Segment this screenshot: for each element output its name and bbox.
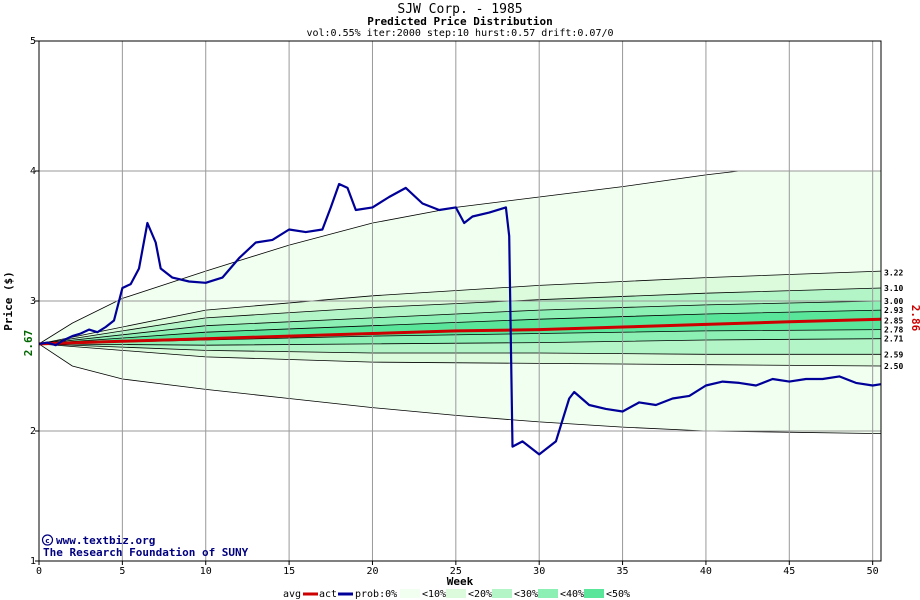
band-label-3.10: 3.10 <box>884 284 903 293</box>
y-axis-label: Price ($) <box>2 271 15 331</box>
x-tick-label-0: 0 <box>36 566 42 577</box>
credit-url: www.textbiz.org <box>56 534 155 547</box>
probability-bands <box>38 170 882 434</box>
x-tick-label-50: 50 <box>867 566 879 577</box>
band-label-3.00: 3.00 <box>884 297 903 306</box>
chart-params: vol:0.55% iter:2000 step:10 hurst:0.57 d… <box>306 28 613 39</box>
band-labels: 3.22 3.10 3.002.93 2.852.782.71 2.59 2.50 <box>884 268 903 371</box>
legend-label-4: <40% <box>560 589 584 600</box>
series-lines <box>38 182 882 456</box>
x-axis-label: Week <box>447 575 474 588</box>
end-value-label: 2.86 <box>909 305 920 332</box>
legend-swatch-5 <box>584 589 604 598</box>
legend-label-5: <50% <box>606 589 630 600</box>
y-tick-label-5: 5 <box>30 36 36 47</box>
legend-label-2: <20% <box>468 589 492 600</box>
band-label-2.59: 2.59 <box>884 350 903 359</box>
series-act <box>38 182 882 456</box>
band-label-2.78: 2.78 <box>884 326 903 335</box>
legend-swatch-2 <box>446 589 466 598</box>
band-label-2.50: 2.50 <box>884 362 903 371</box>
band-label-3.22: 3.22 <box>884 268 903 277</box>
y-tick-label-3: 3 <box>30 296 36 307</box>
legend: avg act prob:0% <10% <20% <30% <40% <50% <box>283 589 630 600</box>
legend-avg-label: avg <box>283 589 301 600</box>
band-label-2.71: 2.71 <box>884 335 903 344</box>
legend-label-1: <10% <box>422 589 446 600</box>
legend-act-label: act <box>319 589 337 600</box>
chart-subtitle: Predicted Price Distribution <box>367 15 552 28</box>
band-label-2.85: 2.85 <box>884 317 903 326</box>
legend-swatch-4 <box>538 589 558 598</box>
x-tick-label-20: 20 <box>366 566 378 577</box>
x-tick-label-45: 45 <box>783 566 795 577</box>
chart-title: SJW Corp. - 1985 <box>397 2 522 17</box>
x-tick-label-10: 10 <box>200 566 212 577</box>
x-tick-label-25: 25 <box>450 566 462 577</box>
legend-prob-label: prob:0% <box>355 589 397 600</box>
credits: c www.textbiz.org The Research Foundatio… <box>41 534 249 559</box>
x-tick-label-40: 40 <box>700 566 712 577</box>
band-5 <box>39 310 881 344</box>
legend-swatch-1 <box>400 589 420 598</box>
start-value-label: 2.67 <box>22 330 35 357</box>
copyright-icon <box>41 534 54 546</box>
y-tick-label-1: 1 <box>30 556 36 567</box>
legend-band-items: <10% <20% <30% <40% <50% <box>400 589 630 600</box>
x-tick-label-30: 30 <box>533 566 545 577</box>
x-tick-label-35: 35 <box>617 566 629 577</box>
band-1-upper-edge <box>38 170 881 345</box>
credit-org: The Research Foundation of SUNY <box>43 546 249 559</box>
series-avg <box>38 317 882 346</box>
y-tick-label-2: 2 <box>30 426 36 437</box>
x-tick-label-15: 15 <box>283 566 295 577</box>
copyright-icon-glyph: c <box>45 537 49 545</box>
legend-label-3: <30% <box>514 589 538 600</box>
y-tick-label-4: 4 <box>30 166 36 177</box>
grid <box>39 40 881 562</box>
band-label-2.93: 2.93 <box>884 306 903 315</box>
legend-swatch-3 <box>492 589 512 598</box>
x-tick-label-5: 5 <box>119 566 125 577</box>
